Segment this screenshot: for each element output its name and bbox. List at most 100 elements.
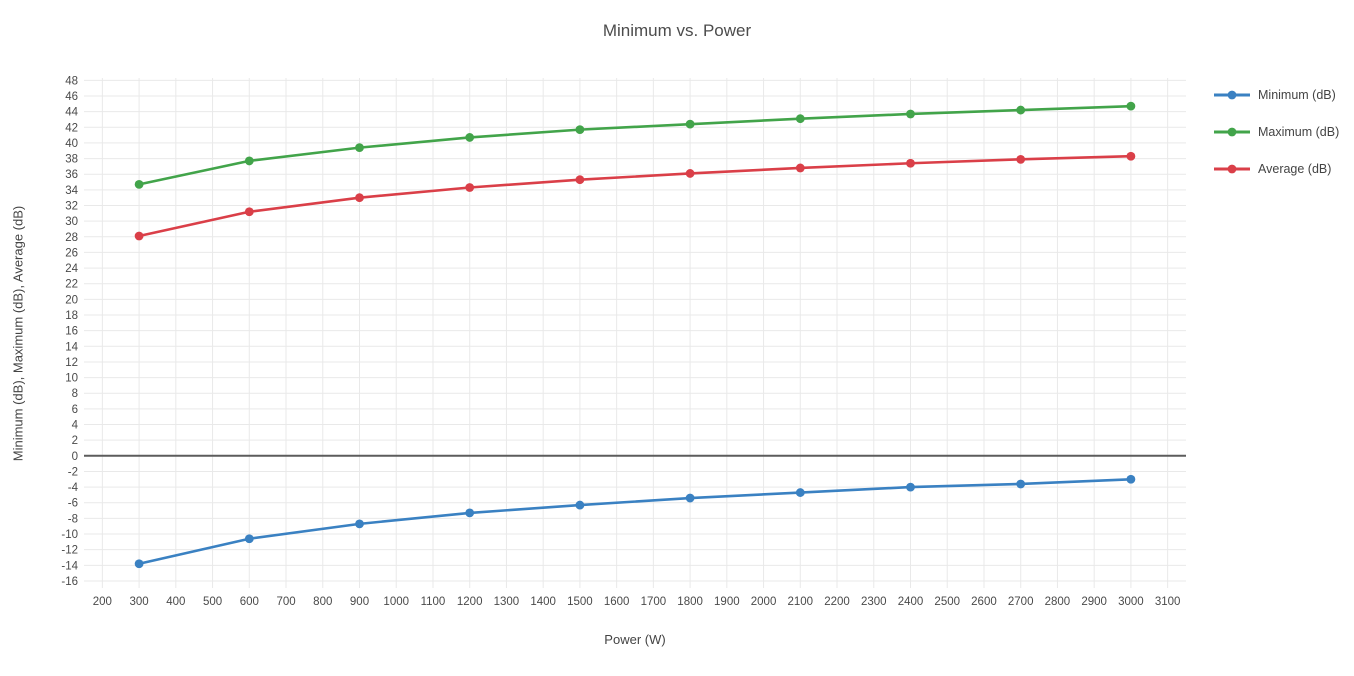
x-tick-label: 2300 <box>861 596 887 608</box>
x-tick-label: 3100 <box>1155 596 1181 608</box>
x-tick-label: 2700 <box>1008 596 1034 608</box>
x-tick-label: 200 <box>93 596 112 608</box>
data-point-average[interactable] <box>795 163 805 173</box>
y-tick-label: 46 <box>65 91 78 103</box>
x-tick-label: 2800 <box>1045 596 1071 608</box>
legend-item-maximum[interactable]: Maximum (dB) <box>1213 113 1339 150</box>
data-point-minimum[interactable] <box>355 519 364 529</box>
x-tick-label: 1000 <box>383 596 409 608</box>
data-point-average[interactable] <box>244 207 254 217</box>
data-point-average[interactable] <box>134 231 144 241</box>
y-tick-label: -16 <box>61 576 78 588</box>
legend-swatch-maximum <box>1214 127 1250 136</box>
y-tick-label: -4 <box>68 482 79 494</box>
data-point-average[interactable] <box>1126 151 1136 161</box>
data-point-average[interactable] <box>906 158 915 168</box>
data-point-maximum[interactable] <box>134 179 144 189</box>
y-tick-label: -2 <box>68 466 78 478</box>
x-tick-label: 1200 <box>457 596 483 608</box>
x-tick-label: 700 <box>276 596 295 608</box>
y-tick-label: 8 <box>72 388 78 400</box>
x-tick-label: 2900 <box>1081 596 1107 608</box>
y-tick-label: 38 <box>65 154 78 166</box>
y-tick-label: 40 <box>65 138 78 150</box>
y-tick-label: 2 <box>72 435 78 447</box>
x-tick-label: 300 <box>130 596 149 608</box>
data-point-minimum[interactable] <box>1016 479 1026 489</box>
data-point-maximum[interactable] <box>906 109 915 119</box>
y-tick-label: 30 <box>65 216 78 228</box>
legend: Minimum (dB) Maximum (dB) Average (dB) <box>1213 76 1339 187</box>
data-point-average[interactable] <box>465 183 475 192</box>
legend-label-maximum: Maximum (dB) <box>1258 124 1340 139</box>
y-tick-label: 18 <box>65 310 78 322</box>
data-point-minimum[interactable] <box>906 482 915 492</box>
y-tick-label: 44 <box>65 107 78 119</box>
x-tick-label: 1500 <box>567 596 593 608</box>
x-tick-label: 2400 <box>898 596 924 608</box>
y-tick-label: -10 <box>61 529 78 541</box>
data-point-average[interactable] <box>575 175 585 185</box>
y-tick-label: 24 <box>65 263 78 275</box>
x-tick-label: 2100 <box>788 596 814 608</box>
y-tick-label: 26 <box>65 247 78 259</box>
x-axis-title: Power (W) <box>604 632 666 647</box>
data-point-maximum[interactable] <box>1016 105 1026 115</box>
data-point-maximum[interactable] <box>1126 101 1136 111</box>
x-tick-label: 400 <box>166 596 185 608</box>
data-point-minimum[interactable] <box>575 500 585 510</box>
y-tick-label: -8 <box>68 513 78 525</box>
x-tick-label: 2600 <box>971 596 997 608</box>
data-point-minimum[interactable] <box>1126 474 1136 484</box>
data-point-minimum[interactable] <box>685 493 695 503</box>
legend-label-minimum: Minimum (dB) <box>1258 87 1336 102</box>
y-tick-label: 32 <box>65 201 78 213</box>
x-tick-label: 1800 <box>677 596 703 608</box>
x-tick-label: 2000 <box>751 596 777 608</box>
data-point-average[interactable] <box>355 193 364 203</box>
x-tick-label: 500 <box>203 596 222 608</box>
y-tick-label: 42 <box>65 122 78 134</box>
y-tick-label: 10 <box>65 373 78 385</box>
y-tick-label: 22 <box>65 279 78 291</box>
data-point-average[interactable] <box>1016 154 1026 164</box>
x-tick-label: 600 <box>240 596 259 608</box>
data-point-maximum[interactable] <box>244 156 254 166</box>
legend-label-average: Average (dB) <box>1258 161 1332 176</box>
x-tick-label: 1100 <box>421 596 446 608</box>
y-tick-label: 20 <box>65 294 78 306</box>
x-tick-label: 800 <box>313 596 332 608</box>
legend-item-average[interactable]: Average (dB) <box>1213 150 1339 187</box>
data-point-maximum[interactable] <box>355 143 364 153</box>
x-tick-label: 900 <box>350 596 369 608</box>
y-tick-label: 28 <box>65 232 78 244</box>
data-point-minimum[interactable] <box>244 534 254 544</box>
data-point-maximum[interactable] <box>685 119 695 129</box>
y-tick-label: 12 <box>65 357 78 369</box>
x-tick-label: 1400 <box>530 596 556 608</box>
x-tick-label: 2500 <box>934 596 960 608</box>
data-point-minimum[interactable] <box>465 508 475 518</box>
data-point-maximum[interactable] <box>795 114 805 124</box>
series-line-average <box>138 154 1131 238</box>
data-point-average[interactable] <box>685 169 695 178</box>
chart-title: Minimum vs. Power <box>602 21 752 40</box>
x-tick-label: 1700 <box>641 596 667 608</box>
y-tick-label: 48 <box>65 75 78 87</box>
x-tick-label: 1300 <box>494 596 520 608</box>
x-tick-label: 2200 <box>824 596 850 608</box>
y-tick-label: 34 <box>65 185 78 197</box>
data-point-maximum[interactable] <box>465 133 475 142</box>
y-tick-label: 16 <box>65 326 78 338</box>
y-tick-label: 36 <box>65 169 78 181</box>
legend-swatch-average <box>1214 164 1250 173</box>
data-point-minimum[interactable] <box>134 559 144 569</box>
data-point-minimum[interactable] <box>795 488 805 497</box>
legend-item-minimum[interactable]: Minimum (dB) <box>1213 76 1339 113</box>
series-line-minimum <box>138 477 1131 566</box>
y-tick-label: 0 <box>72 451 78 463</box>
data-point-maximum[interactable] <box>575 125 585 135</box>
y-tick-label: 14 <box>65 341 78 353</box>
